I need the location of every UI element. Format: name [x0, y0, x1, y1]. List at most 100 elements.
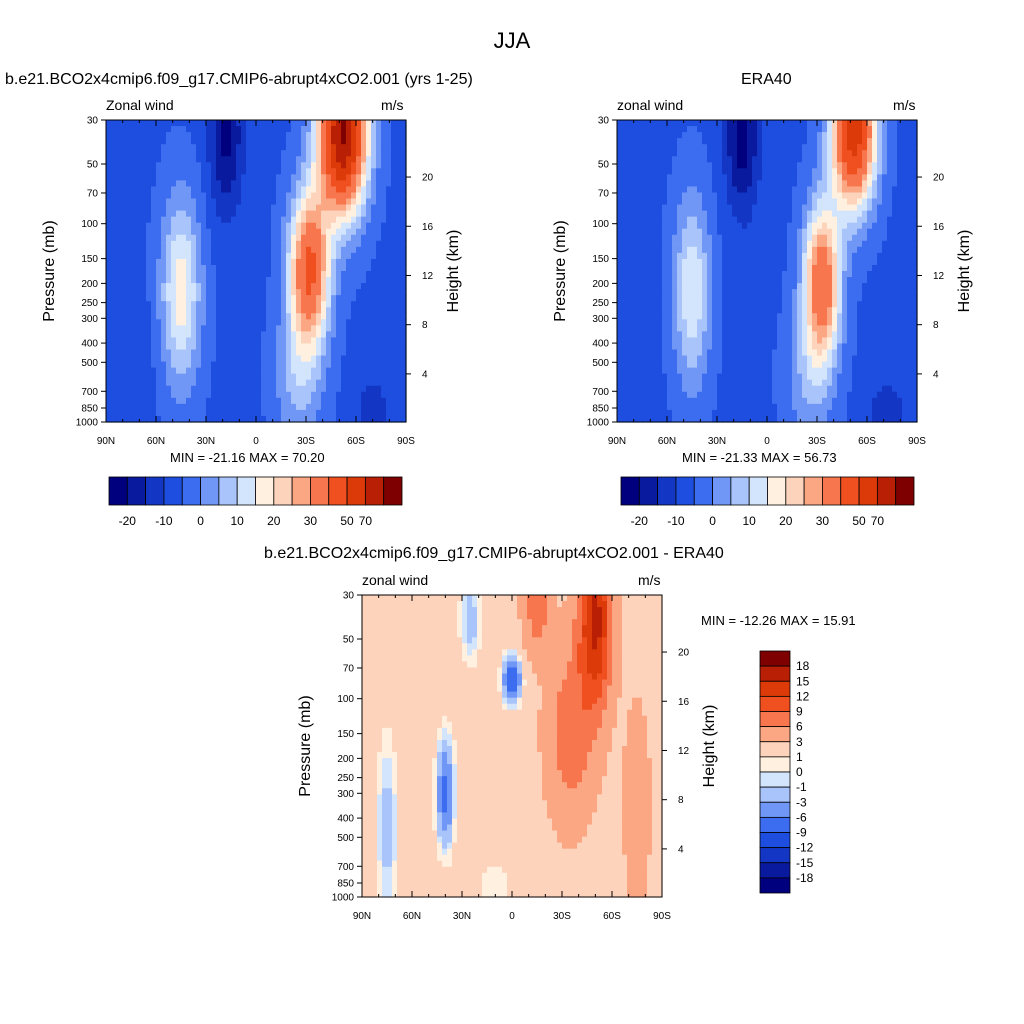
contour-cell — [737, 222, 743, 230]
contour-cell — [161, 319, 167, 326]
contour-cell — [121, 174, 127, 181]
contour-cell — [882, 186, 888, 194]
contour-cell — [386, 409, 392, 417]
contour-cell — [767, 168, 773, 175]
contour-cell — [857, 289, 863, 296]
contour-cell — [281, 168, 287, 175]
contour-cell — [812, 246, 818, 254]
contour-cell — [206, 277, 212, 284]
contour-cell — [787, 246, 793, 254]
contour-cell — [371, 198, 377, 206]
contour-cell — [622, 180, 628, 188]
contour-cell — [772, 138, 778, 145]
contour-cell — [211, 192, 217, 200]
contour-cell — [341, 132, 347, 139]
contour-cell — [246, 240, 252, 248]
contour-cell — [907, 228, 913, 236]
contour-cell — [632, 156, 638, 163]
contour-cell — [266, 319, 272, 326]
contour-cell — [321, 301, 327, 308]
contour-cell — [632, 277, 638, 284]
contour-cell — [767, 180, 773, 188]
contour-cell — [276, 246, 282, 254]
contour-cell — [126, 168, 132, 175]
contour-cell — [151, 174, 157, 181]
contour-cell — [757, 283, 763, 290]
contour-cell — [331, 120, 337, 127]
contour-cell — [116, 204, 122, 212]
contour-cell — [712, 216, 718, 224]
contour-cell — [687, 138, 693, 145]
contour-cell — [251, 186, 257, 194]
contour-cell — [632, 271, 638, 278]
contour-cell — [331, 331, 337, 339]
contour-cell — [667, 240, 673, 248]
contour-cell — [642, 240, 648, 248]
contour-cell — [281, 355, 287, 363]
contour-cell — [396, 307, 402, 314]
contour-cell — [872, 162, 878, 169]
contour-cell — [191, 271, 197, 278]
contour-cell — [201, 150, 207, 157]
contour-cell — [857, 144, 863, 151]
contour-cell — [321, 192, 327, 200]
contour-cell — [296, 168, 302, 175]
contour-cell — [752, 271, 758, 278]
contour-cell — [737, 186, 743, 194]
contour-cell — [326, 180, 332, 188]
contour-cell — [907, 162, 913, 169]
contour-cell — [336, 168, 342, 175]
contour-cell — [371, 385, 377, 393]
contour-cell — [862, 283, 868, 290]
contour-cell — [346, 228, 352, 236]
contour-cell — [121, 283, 127, 290]
contour-cell — [236, 349, 242, 357]
contour-cell — [697, 264, 703, 272]
contour-cell — [762, 162, 768, 169]
contour-cell — [116, 132, 122, 139]
contour-cell — [121, 162, 127, 169]
contour-cell — [677, 156, 683, 163]
contour-cell — [266, 150, 272, 157]
contour-cell — [396, 373, 402, 381]
contour-cell — [161, 132, 167, 139]
contour-cell — [201, 301, 207, 308]
contour-cell — [637, 258, 643, 266]
contour-cell — [196, 349, 202, 357]
contour-cell — [241, 289, 247, 296]
contour-cell — [702, 264, 708, 272]
contour-cell — [146, 325, 152, 332]
contour-cell — [817, 258, 823, 266]
contour-cell — [376, 325, 382, 332]
contour-cell — [842, 271, 848, 278]
contour-cell — [797, 186, 803, 194]
contour-cell — [301, 252, 307, 260]
contour-cell — [617, 186, 623, 194]
contour-cell — [742, 277, 748, 284]
contour-cell — [667, 307, 673, 314]
contour-cell — [862, 222, 868, 230]
contour-cell — [286, 301, 292, 308]
contour-cell — [166, 252, 172, 260]
contour-cell — [341, 126, 347, 133]
contour-cell — [136, 379, 142, 387]
contour-cell — [912, 228, 918, 236]
contour-cell — [251, 246, 257, 254]
contour-cell — [266, 397, 272, 405]
contour-cell — [111, 198, 117, 206]
contour-cell — [206, 186, 212, 194]
contour-cell — [757, 210, 763, 218]
contour-cell — [271, 337, 277, 345]
contour-cell — [376, 307, 382, 314]
contour-cell — [136, 120, 142, 127]
contour-cell — [376, 246, 382, 254]
contour-cell — [156, 210, 162, 218]
contour-cell — [251, 391, 257, 399]
contour-cell — [807, 126, 813, 133]
contour-cell — [106, 174, 112, 181]
contour-cell — [166, 385, 172, 393]
contour-cell — [291, 252, 297, 260]
contour-cell — [777, 252, 783, 260]
contour-cell — [186, 301, 192, 308]
contour-cell — [166, 162, 172, 169]
